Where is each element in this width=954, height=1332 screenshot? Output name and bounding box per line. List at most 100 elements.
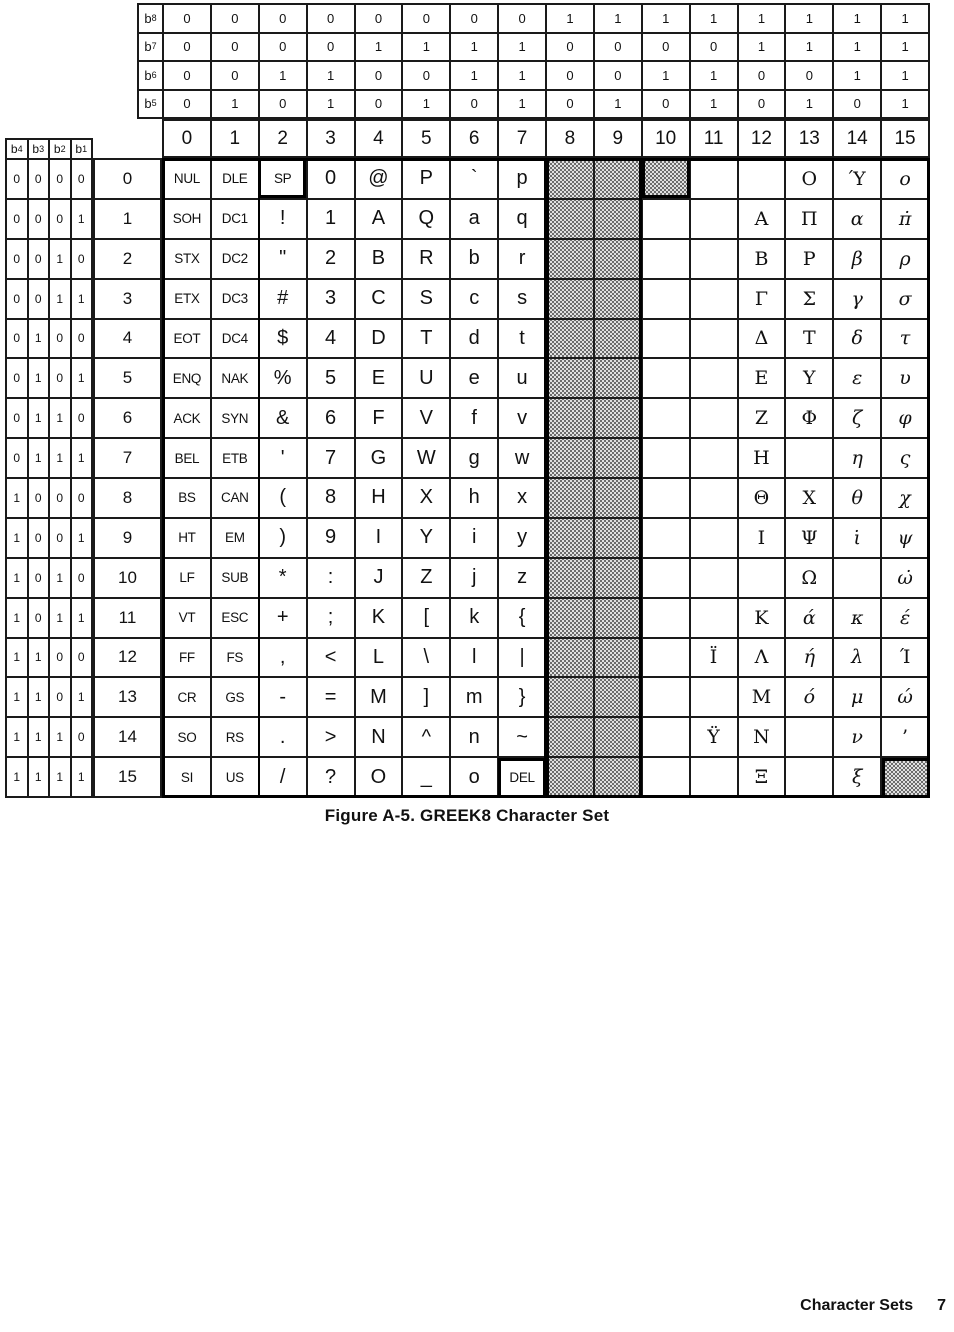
column-number-header: 0 1 2 3 4 5 6 7 8 9 10 11 12 13 14 15 [162,119,930,158]
empty-cell [834,558,881,597]
column-number-cell: 15 [882,121,928,156]
row-number-cell: 0 [95,160,160,198]
grid-cell: + [259,598,306,637]
row-number-cell: 14 [95,718,160,757]
grid-cell: NAK [211,359,258,398]
empty-cell [690,479,737,517]
grid-cell: DEL [499,758,545,796]
row-bit-cell: 0 [7,439,27,477]
empty-cell [642,638,689,677]
bit-value-cell: 1 [690,90,737,117]
bit-value-cell: 0 [547,33,593,60]
grid-cell: γ [834,279,881,318]
row-bit-cell: 1 [71,279,91,318]
bit-value-cell: 0 [642,33,689,60]
grid-cell: ι̇ [834,518,881,557]
grid-cell: a [451,199,498,238]
bit-value-cell: 1 [882,5,928,32]
grid-cell: - [259,678,306,717]
empty-cell [690,678,737,717]
row-number-cell: 7 [95,439,160,477]
row-bit-cell: 0 [7,279,27,318]
bit-value-cell: 1 [499,62,545,89]
grid-cell: Φ [786,399,833,438]
grid-cell: h [451,479,498,517]
shaded-cell [642,160,689,198]
grid-cell: Ψ [786,518,833,557]
grid-cell: # [259,279,306,318]
grid-cell: r [499,239,545,278]
grid-cell: SI [164,758,210,796]
grid-cell: ο [882,160,928,198]
grid-cell: CR [164,678,210,717]
grid-cell: ό [786,678,833,717]
row-bit-cell: 0 [71,718,91,757]
grid-cell: l [451,638,498,677]
shaded-cell [547,638,593,677]
bit-value-cell: 1 [738,5,785,32]
grid-cell: ? [307,758,354,796]
grid-cell: SOH [164,199,210,238]
grid-cell: Ζ [738,399,785,438]
bit-value-cell: 0 [738,90,785,117]
bit-value-cell: 0 [164,5,210,32]
grid-cell: U [403,359,450,398]
shaded-cell [594,359,641,398]
shaded-cell [594,439,641,477]
shaded-cell [547,518,593,557]
grid-cell: Ϊ [690,638,737,677]
row-bit-cell: 1 [50,558,70,597]
shaded-cell [594,279,641,318]
grid-cell: > [307,718,354,757]
row-number-cell: 1 [95,199,160,238]
grid-cell: n [451,718,498,757]
grid-cell: i [451,518,498,557]
grid-cell: Ω [786,558,833,597]
grid-cell: α [834,199,881,238]
grid-cell: ζ [834,399,881,438]
grid-cell: % [259,359,306,398]
bit-value-cell: 1 [355,33,402,60]
grid-cell: Μ [738,678,785,717]
grid-cell: P [403,160,450,198]
grid-cell: ~ [499,718,545,757]
grid-cell: DC4 [211,319,258,358]
grid-cell: ώ [882,678,928,717]
grid-cell: E [355,359,402,398]
grid-cell: _ [403,758,450,796]
row-bit-cell: 1 [28,439,48,477]
column-number-cell: 5 [403,121,450,156]
grid-cell: RS [211,718,258,757]
column-number-cell: 14 [834,121,881,156]
grid-cell: φ [882,399,928,438]
shaded-cell [547,239,593,278]
row-number-cell: 12 [95,638,160,677]
grid-cell: 8 [307,479,354,517]
grid-cell: D [355,319,402,358]
bit-value-cell: 1 [786,5,833,32]
bit-value-cell: 1 [882,62,928,89]
grid-cell: 2 [307,239,354,278]
grid-cell: d [451,319,498,358]
empty-cell [642,279,689,318]
grid-cell: λ [834,638,881,677]
row-bit-cell: 1 [7,598,27,637]
grid-cell: Ν [738,718,785,757]
empty-cell [642,678,689,717]
grid-cell: ; [307,598,354,637]
grid-cell: I [355,518,402,557]
shaded-cell [594,638,641,677]
empty-cell [690,399,737,438]
bit-value-cell: 1 [834,33,881,60]
shaded-cell [547,160,593,198]
grid-cell: Γ [738,279,785,318]
grid-cell: M [355,678,402,717]
empty-cell [642,319,689,358]
grid-cell: v [499,399,545,438]
grid-cell: DC1 [211,199,258,238]
grid-cell: ε [834,359,881,398]
